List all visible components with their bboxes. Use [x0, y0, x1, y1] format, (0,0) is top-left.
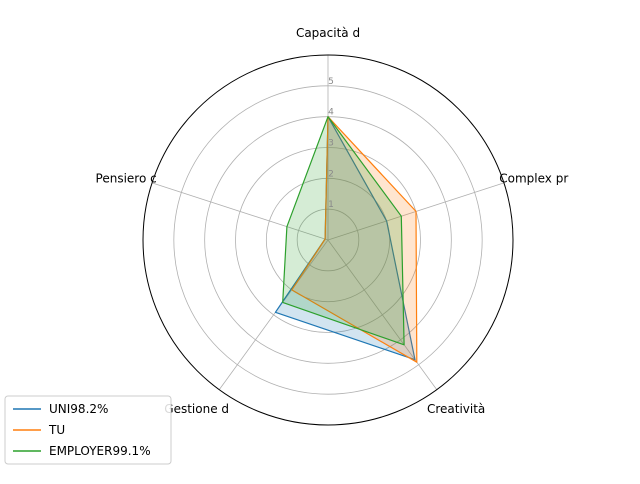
radial-tick-label: 4 [328, 108, 334, 118]
series-area-0 [275, 116, 415, 360]
radial-tick-label: 5 [328, 77, 334, 87]
radial-tick-label: 2 [328, 169, 334, 179]
circular-gridline [296, 208, 360, 272]
series-line-2 [282, 116, 405, 346]
legend: UNI98.2% TU EMPLOYER99.1% [4, 395, 172, 465]
series-area-2 [282, 116, 405, 345]
radar-labels: 1 2 3 4 5 Capacità d Complex pr Creatività Gesti… [96, 26, 569, 416]
circular-gridline [235, 147, 421, 333]
axis-label: Capacità d [296, 26, 360, 40]
axis-label: Complex pr [499, 172, 568, 186]
series-line-1 [291, 116, 418, 363]
radial-tick-label: 3 [328, 139, 334, 149]
legend-entry: TU [48, 423, 65, 437]
circular-gridline [173, 85, 483, 395]
polar-frame [142, 54, 514, 426]
radial-tick-label: 1 [328, 200, 334, 210]
axis-label: Creatività [427, 402, 485, 416]
series-area-1 [291, 116, 417, 363]
axis-label: Gestione d [164, 402, 229, 416]
legend-entry: EMPLOYER99.1% [49, 444, 151, 458]
radar-series [274, 116, 418, 363]
axis-label: Pensiero c [96, 172, 157, 186]
circular-gridline [265, 177, 391, 303]
legend-frame [4, 395, 172, 465]
legend-entry: UNI98.2% [49, 402, 108, 416]
